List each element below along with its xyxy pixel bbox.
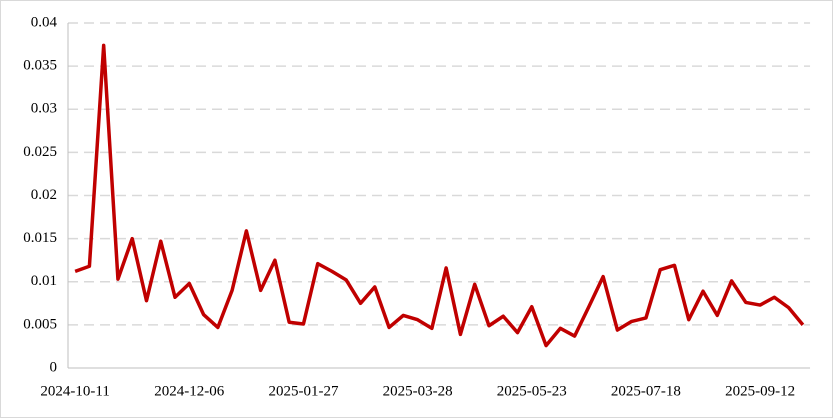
y-tick-label: 0.005 bbox=[23, 316, 57, 332]
y-tick-label: 0.01 bbox=[31, 273, 57, 289]
x-tick-label: 2025-07-18 bbox=[611, 383, 681, 399]
y-tick-label: 0.015 bbox=[23, 230, 57, 246]
x-tick-label: 2025-01-27 bbox=[268, 383, 338, 399]
x-tick-label: 2025-05-23 bbox=[497, 383, 567, 399]
y-tick-label: 0.02 bbox=[31, 187, 57, 203]
x-tick-label: 2025-03-28 bbox=[383, 383, 453, 399]
x-tick-label: 2024-12-06 bbox=[154, 383, 224, 399]
y-tick-label: 0.04 bbox=[31, 14, 58, 30]
y-tick-label: 0.025 bbox=[23, 144, 57, 160]
y-tick-label: 0.035 bbox=[23, 58, 57, 74]
x-tick-label: 2025-09-12 bbox=[725, 383, 795, 399]
y-tick-label: 0 bbox=[50, 359, 58, 375]
x-tick-label: 2024-10-11 bbox=[40, 383, 109, 399]
y-tick-label: 0.03 bbox=[31, 101, 57, 117]
line bbox=[74, 43, 805, 348]
